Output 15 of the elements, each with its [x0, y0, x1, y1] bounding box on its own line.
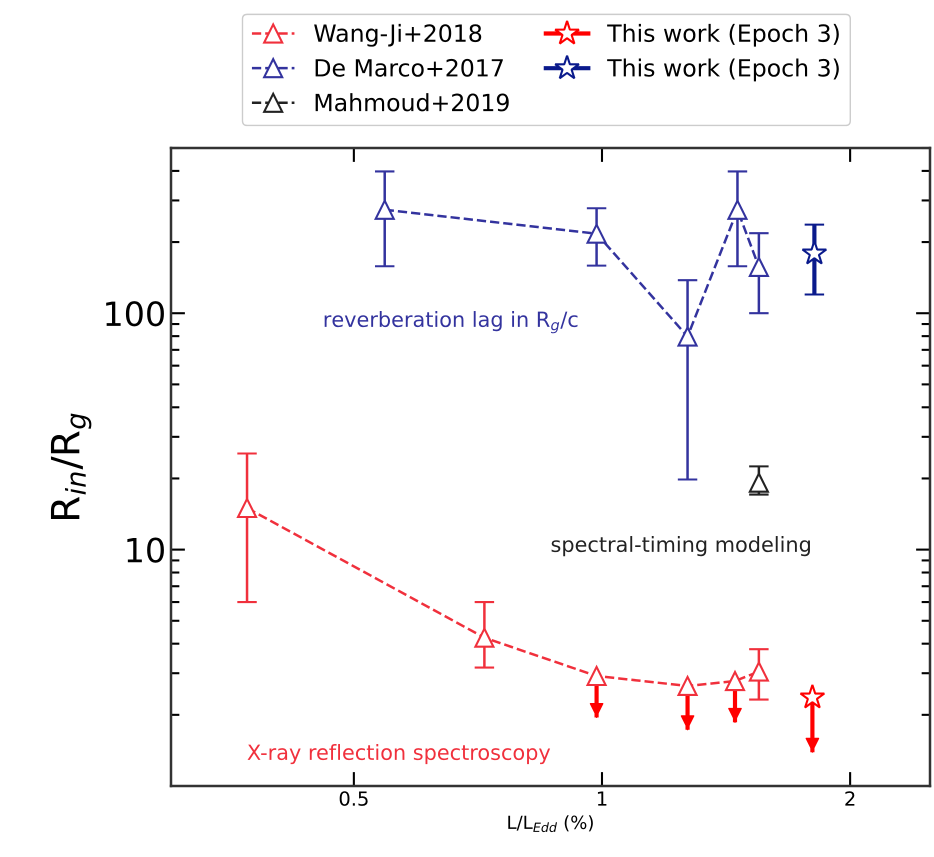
legend-label: De Marco+2017: [316, 58, 503, 77]
y-tick-label: 10: [127, 538, 164, 563]
annotation: spectral-timing modeling: [552, 536, 810, 556]
y-axis-title: R$_{in}$/R$_{g}$: [50, 413, 92, 519]
legend-label: This work (Epoch 3): [607, 24, 839, 47]
legend-label: Mahmoud+2019: [316, 93, 509, 112]
x-tick-label: 2: [845, 791, 854, 806]
x-tick-label: 0.5: [340, 791, 368, 806]
x-axis-title: L/L$_{Edd}$ (%): [508, 815, 593, 832]
annotation: reverberation lag in R$_{g}$/c: [324, 311, 578, 334]
legend-label: Wang-Ji+2018: [314, 24, 482, 47]
x-tick-label: 1: [598, 791, 606, 806]
y-tick-label: 100: [106, 301, 164, 326]
legend-label: This work (Epoch 3): [607, 58, 839, 82]
annotation: X-ray reflection spectroscopy: [248, 744, 550, 764]
